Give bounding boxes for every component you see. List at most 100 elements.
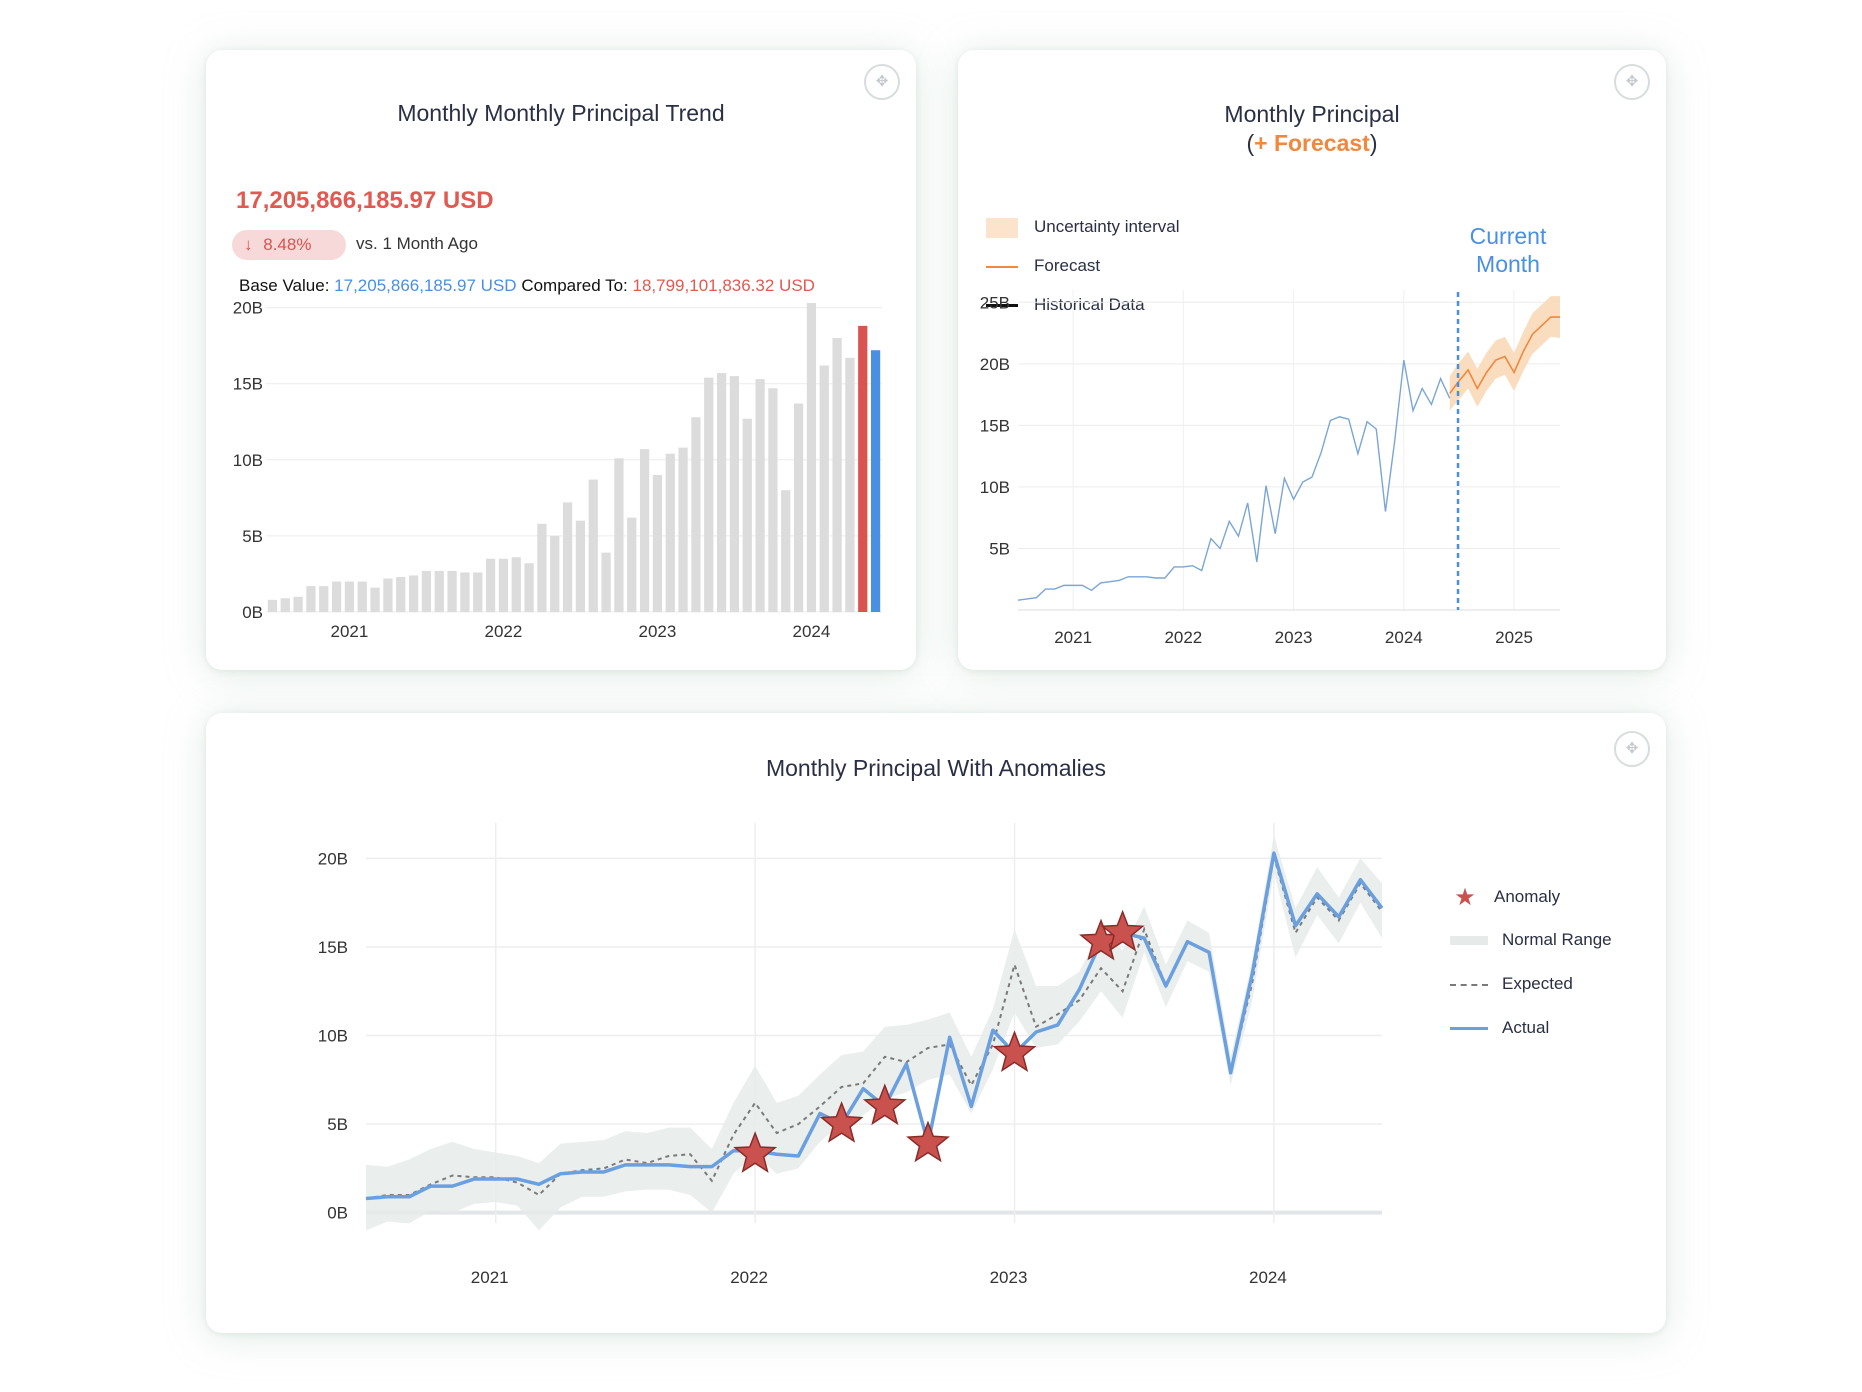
base-label: Base Value: (239, 276, 330, 295)
change-percent: 8.48% (263, 235, 312, 254)
uncertainty-band (1449, 296, 1560, 411)
x-tick-label: 2024 (1249, 1268, 1287, 1287)
anomaly-card: ✥ Monthly Principal With Anomalies ★ Anom… (206, 713, 1666, 1333)
forecast-chart: 5B 10B 15B 20B 25B 2021 2022 2023 2024 2025 (980, 290, 1560, 647)
bar (678, 447, 688, 612)
bar (396, 576, 406, 612)
x-tick-label: 2024 (793, 622, 831, 641)
bar (447, 570, 457, 612)
bar (421, 570, 432, 612)
legend-historical-label: Historical Data (1034, 295, 1145, 314)
legend-normal-range[interactable]: Normal Range (1450, 930, 1612, 950)
bar (575, 520, 586, 612)
forecast-line-icon (986, 265, 1018, 268)
y-tick-label: 20B (980, 355, 1010, 374)
legend-forecast[interactable]: Forecast (986, 256, 1100, 276)
bar (460, 572, 470, 612)
legend-actual[interactable]: Actual (1450, 1018, 1549, 1038)
current-month-line1: Current (1469, 223, 1547, 249)
legend-anomaly[interactable]: ★ Anomaly (1450, 883, 1560, 912)
bar (729, 376, 740, 612)
bar (742, 418, 752, 612)
forecast-title-line2: (+ Forecast) (958, 129, 1666, 158)
forecast-line (1449, 316, 1560, 394)
legend-forecast-label: Forecast (1034, 256, 1101, 275)
x-tick-label: 2021 (1054, 628, 1092, 647)
actual-line (365, 851, 1384, 1201)
bar (665, 453, 675, 612)
x-tick-label: 2022 (730, 1268, 768, 1287)
bar (344, 581, 355, 612)
historical-line (1017, 360, 1451, 601)
x-tick-label: 2021 (331, 622, 369, 641)
bar (370, 587, 380, 612)
y-tick-label: 5B (989, 539, 1010, 558)
bar (691, 417, 701, 612)
y-tick-label: 5B (242, 527, 263, 546)
change-badge: ↓ 8.48% (232, 230, 346, 260)
arrow-down-icon: ↓ (244, 235, 253, 254)
normal-range-band (366, 835, 1382, 1231)
bar (858, 325, 868, 612)
bar (267, 599, 278, 612)
title-close: ) (1369, 130, 1378, 156)
anomaly-star (733, 1131, 778, 1173)
historical-line-icon (986, 304, 1018, 308)
x-tick-label: 2021 (471, 1268, 509, 1287)
kpi-value: 17,205,866,185.97 USD (236, 187, 494, 214)
x-tick-label: 2025 (1495, 628, 1533, 647)
compared-label: Compared To: (521, 276, 628, 295)
legend-anomaly-label: Anomaly (1494, 886, 1561, 906)
x-tick-label: 2023 (990, 1268, 1028, 1287)
bar (524, 563, 534, 612)
legend-historical[interactable]: Historical Data (986, 295, 1145, 315)
y-tick-label: 0B (327, 1204, 348, 1223)
compared-value: 18,799,101,836.32 USD (632, 276, 815, 295)
x-tick-label: 2022 (485, 622, 523, 641)
y-tick-label: 20B (233, 299, 263, 318)
bar (781, 490, 791, 612)
bar-chart: 0B 5B 10B 15B 20B 2021 2022 2023 2024 (233, 299, 882, 641)
y-tick-label: 15B (318, 938, 348, 957)
anomaly-title: Monthly Principal With Anomalies (765, 755, 1107, 781)
anomaly-star (992, 1030, 1037, 1072)
bar (588, 479, 598, 612)
base-value: 17,205,866,185.97 USD (334, 276, 517, 295)
anomaly-star (862, 1083, 907, 1126)
bar (704, 377, 714, 612)
bar (280, 598, 290, 612)
legend-uncertainty-label: Uncertainty interval (1034, 217, 1180, 236)
forecast-card: ✥ Monthly Principal (+ Forecast) Uncerta… (958, 50, 1666, 670)
actual-line-icon (1450, 1027, 1488, 1031)
bar (434, 570, 444, 612)
bar (755, 379, 765, 612)
bar (511, 557, 521, 612)
bar (870, 350, 881, 612)
bar (652, 475, 663, 612)
bar (357, 581, 367, 612)
legend-expected-label: Expected (1502, 974, 1573, 993)
bar (832, 338, 842, 612)
forecast-title: Monthly Principal (+ Forecast) (958, 100, 1666, 158)
expand-icon[interactable]: ✥ (1614, 731, 1650, 767)
anomaly-chart: 0B 5B 10B 15B 20B 2021 2022 2023 2024 (318, 823, 1384, 1287)
bar (498, 558, 509, 612)
bar (562, 502, 573, 612)
bar (537, 523, 547, 612)
uncertainty-swatch-icon (986, 217, 1018, 238)
bar (485, 558, 496, 612)
comparison-label: vs. 1 Month Ago (356, 234, 478, 253)
expand-icon[interactable]: ✥ (864, 64, 900, 100)
expand-icon[interactable]: ✥ (1614, 64, 1650, 100)
x-tick-label: 2022 (1164, 628, 1202, 647)
trend-card: ✥ Monthly Monthly Principal Trend 17,205… (206, 50, 916, 670)
bar (627, 517, 637, 612)
legend-expected[interactable]: Expected (1450, 974, 1573, 994)
bar (550, 535, 560, 612)
bar (601, 552, 611, 612)
legend-uncertainty[interactable]: Uncertainty interval (986, 217, 1180, 238)
y-tick-label: 10B (318, 1027, 348, 1046)
y-tick-label: 0B (242, 603, 263, 622)
trend-title: Monthly Monthly Principal Trend (397, 100, 725, 126)
legend-normal-range-label: Normal Range (1502, 930, 1612, 949)
